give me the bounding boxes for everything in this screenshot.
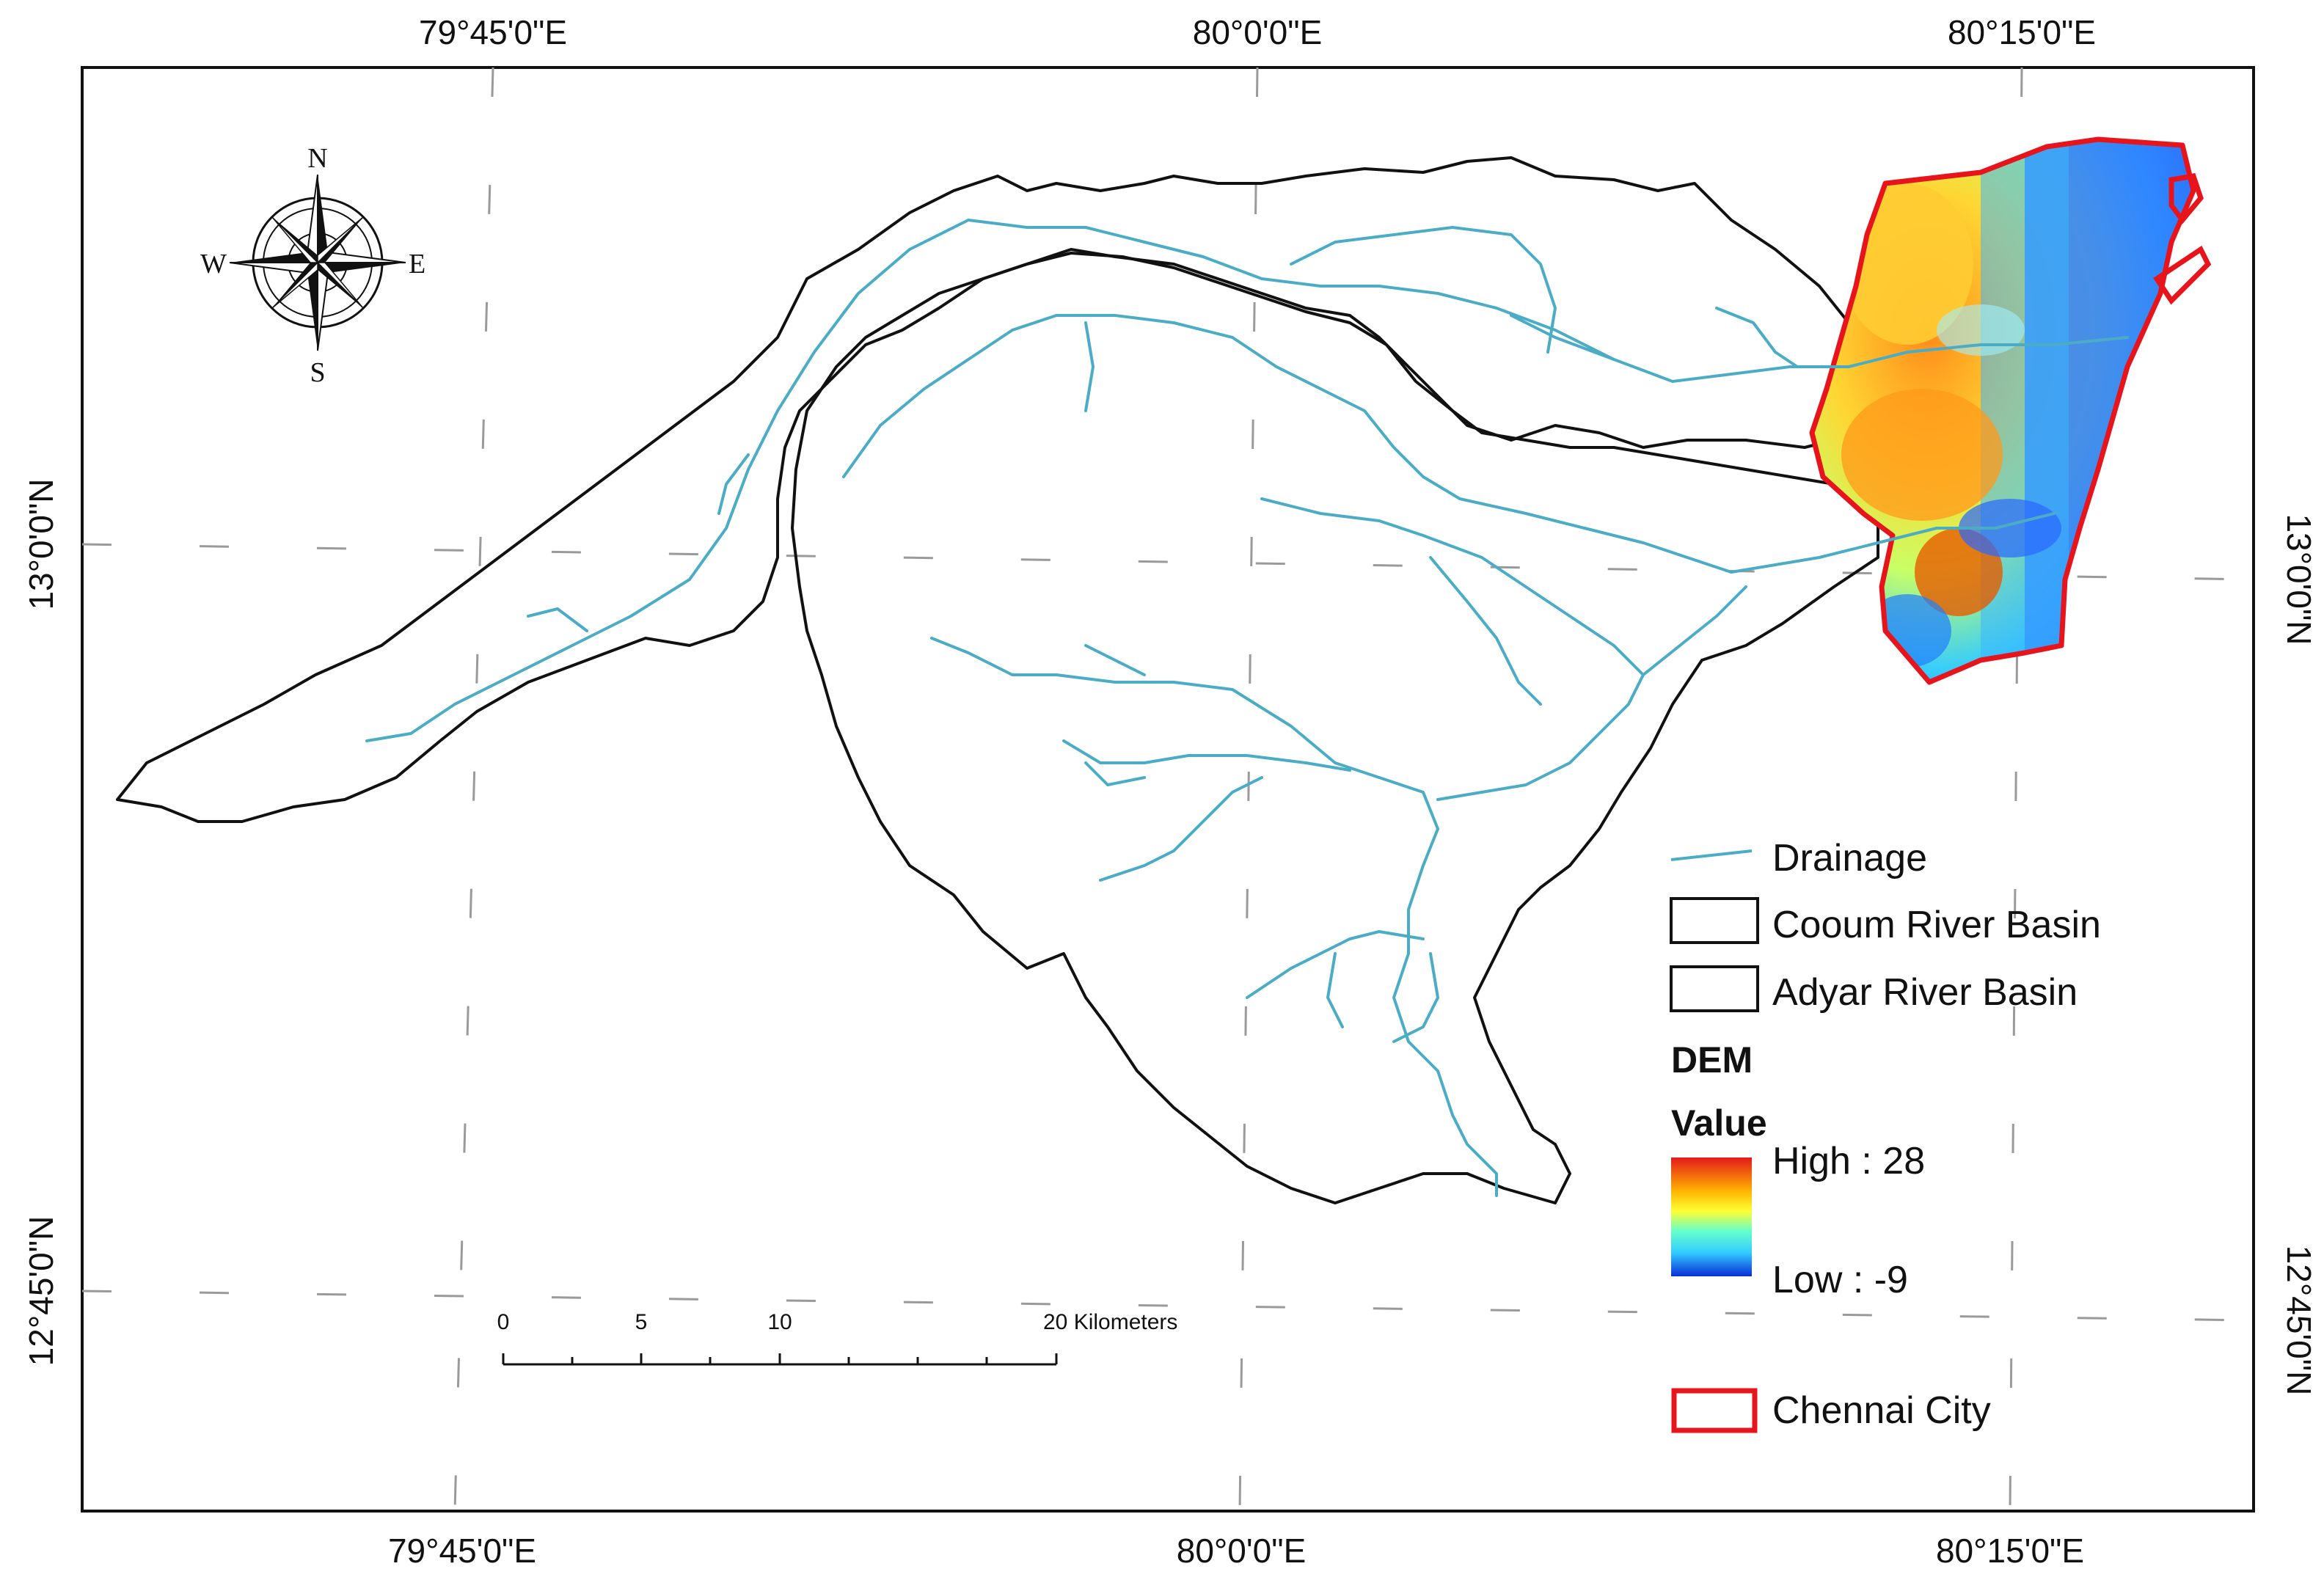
legend: Drainage Cooum River Basin Adyar River B… [1670, 837, 2101, 1433]
scale-bar: 0 5 10 20 Kilometers [497, 1310, 1177, 1366]
top-label-3: 80°15'0"E [1948, 13, 2096, 51]
scale-label-0: 0 [497, 1310, 510, 1334]
compass-s: S [310, 357, 325, 388]
compass-e: E [409, 249, 425, 279]
chennai-city-boundary [1809, 136, 2196, 685]
adyar-river-basin [791, 252, 1879, 1204]
bottom-label-2: 80°0'0"E [1177, 1532, 1307, 1570]
left-label-1: 13°0'0"N [22, 478, 60, 610]
left-label-2: 12°45'0"N [22, 1216, 60, 1367]
scale-label-20: 20 Kilometers [1043, 1310, 1177, 1334]
top-label-1: 79°45'0"E [419, 13, 567, 51]
legend-value-title: Value [1671, 1102, 1767, 1144]
right-label-1: 13°0'0"N [2280, 513, 2318, 645]
legend-dem-high: High : 28 [1772, 1140, 1925, 1182]
legend-dem-ramp [1671, 1157, 1752, 1276]
cooum-river-basin [116, 156, 1865, 823]
legend-cooum-swatch [1670, 897, 1759, 944]
legend-drainage-label: Drainage [1772, 837, 1927, 879]
scale-label-5: 5 [635, 1310, 648, 1334]
legend-dem-title: DEM [1671, 1039, 1753, 1080]
legend-dem-low: Low : -9 [1772, 1259, 1908, 1301]
legend-chennai-swatch [1671, 1388, 1758, 1433]
compass-rose-icon: N S E W [200, 143, 425, 388]
legend-adyar-label: Adyar River Basin [1772, 971, 2078, 1014]
bottom-label-3: 80°15'0"E [1936, 1532, 2084, 1570]
legend-cooum-label: Cooum River Basin [1772, 904, 2101, 946]
right-label-2: 12°45'0"N [2280, 1246, 2318, 1396]
legend-drainage-swatch [1670, 849, 1753, 861]
legend-chennai-label: Chennai City [1772, 1389, 1991, 1432]
top-label-2: 80°0'0"E [1193, 13, 1323, 51]
compass-n: N [307, 143, 327, 174]
compass-w: W [200, 249, 227, 279]
scale-label-10: 10 [767, 1310, 792, 1334]
chennai-coast-fragment [2153, 173, 2212, 305]
legend-adyar-swatch [1670, 965, 1759, 1012]
bottom-label-1: 79°45'0"E [388, 1532, 536, 1570]
drainage-network [365, 219, 2129, 1197]
